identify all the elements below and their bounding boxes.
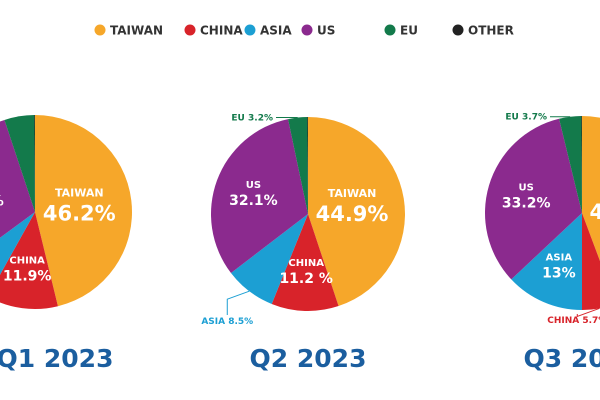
- legend-swatch: [384, 24, 396, 36]
- slice-value: 46.2%: [43, 202, 116, 226]
- pie-slice: [271, 214, 339, 311]
- leader-line: [226, 290, 250, 315]
- legend-swatch: [301, 24, 313, 36]
- slice-value: 11.2 %: [279, 271, 332, 287]
- pie-slice: [582, 213, 600, 310]
- legend-label: ASIA: [260, 24, 292, 38]
- pie-slice: [511, 213, 582, 310]
- pie-slice: [559, 116, 582, 213]
- slice-label: EU 3.7%: [505, 112, 547, 122]
- slice-name: TAIWAN: [55, 187, 104, 200]
- chart-title: Q3 2023: [524, 344, 600, 373]
- slice-value: 13%: [542, 265, 576, 281]
- pie-slice: [34, 115, 35, 212]
- pie-slice: [307, 117, 308, 214]
- slice-name: ASIA: [546, 252, 573, 263]
- legend-label: CHINA: [200, 24, 243, 38]
- legend-label: EU: [400, 24, 418, 38]
- pie-slice: [0, 212, 35, 275]
- slice-value: 44.9%: [316, 202, 389, 226]
- slice-value: 5.7%: [582, 316, 600, 326]
- legend-label: TAIWAN: [110, 24, 163, 38]
- chart-title: Q1 2023: [0, 344, 113, 373]
- pie-slice: [0, 212, 58, 309]
- slice-label: CHINA 5.7%: [547, 316, 600, 326]
- slice-value: 33.2%: [502, 195, 551, 211]
- slice-value: 3.2%: [248, 113, 273, 123]
- slice-name: EU: [505, 112, 518, 122]
- slice-name: EU: [231, 113, 244, 123]
- pie-slice: [485, 118, 582, 280]
- pie-slice: [230, 214, 308, 304]
- legend-label: US: [317, 24, 335, 38]
- pie-slice: [0, 119, 35, 238]
- slice-name: CHINA: [547, 316, 579, 326]
- legend-label: OTHER: [468, 24, 514, 38]
- legend-swatch: [452, 24, 464, 36]
- slice-name: TAIWAN: [328, 187, 377, 200]
- slice-value: 30.0%: [0, 193, 4, 209]
- leader-line: [576, 307, 600, 318]
- legend-swatch: [94, 24, 106, 36]
- pie-slice: [582, 116, 600, 262]
- slice-name: CHINA: [288, 258, 324, 269]
- slice-value: 8.5%: [228, 317, 253, 327]
- slice-name: US: [246, 180, 261, 191]
- chart-title: Q2 2023: [250, 344, 367, 373]
- slice-value: 44.3%: [589, 200, 600, 224]
- legend-swatch: [244, 24, 256, 36]
- slice-name: US: [519, 182, 534, 193]
- slice-value: 3.7%: [522, 112, 547, 122]
- slice-name: ASIA: [201, 317, 225, 327]
- slice-value: 32.1%: [229, 193, 278, 209]
- slice-label: ASIA 8.5%: [201, 317, 253, 327]
- pie-slice: [288, 117, 308, 214]
- pie-slice: [4, 115, 35, 212]
- pie-slice: [211, 119, 308, 273]
- pie-slice: [308, 117, 405, 307]
- legend-swatch: [184, 24, 196, 36]
- pie-slice: [35, 115, 132, 307]
- slice-value: 11.9%: [3, 269, 52, 285]
- slice-label: EU 3.2%: [231, 113, 273, 123]
- pie-slice: [581, 116, 582, 213]
- slice-name: CHINA: [9, 256, 45, 267]
